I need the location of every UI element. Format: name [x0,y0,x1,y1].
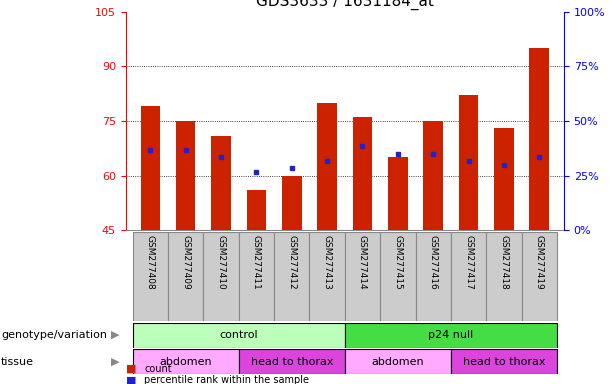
Bar [451,232,486,321]
Text: abdomen: abdomen [371,357,424,367]
Bar [133,232,168,321]
Bar [239,349,345,374]
Text: ■: ■ [126,364,136,374]
Text: GSM277408: GSM277408 [146,235,155,290]
Bar [522,232,557,321]
Text: GSM277410: GSM277410 [216,235,226,290]
Text: p24 null: p24 null [428,330,473,340]
Text: GSM277415: GSM277415 [394,235,402,290]
Bar [352,118,372,230]
Text: GSM277411: GSM277411 [252,235,261,290]
Text: GSM277416: GSM277416 [428,235,438,290]
Bar [494,128,514,230]
Text: ▶: ▶ [111,357,120,367]
Bar [133,349,239,374]
Text: count: count [144,364,172,374]
Bar [451,349,557,374]
Bar [204,232,239,321]
Bar [176,121,196,230]
Bar [168,232,204,321]
Bar [486,232,522,321]
Text: GSM277412: GSM277412 [287,235,296,290]
Bar [282,176,302,230]
Text: GSM277419: GSM277419 [535,235,544,290]
Bar [133,323,345,348]
Bar [424,121,443,230]
Bar [239,232,274,321]
Bar [211,136,231,230]
Bar [310,232,345,321]
Text: GSM277409: GSM277409 [181,235,190,290]
Text: control: control [219,330,258,340]
Text: GSM277417: GSM277417 [464,235,473,290]
Bar [274,232,310,321]
Bar [416,232,451,321]
Bar [318,103,337,230]
Text: GSM277414: GSM277414 [358,235,367,290]
Bar [345,349,451,374]
Text: GSM277413: GSM277413 [322,235,332,290]
Bar [459,95,478,230]
Text: head to thorax: head to thorax [463,357,545,367]
Title: GDS3633 / 1631184_at: GDS3633 / 1631184_at [256,0,434,10]
Bar [345,232,380,321]
Bar [141,106,160,230]
Bar [530,48,549,230]
Bar [246,190,266,230]
Text: ■: ■ [126,375,136,384]
Bar [345,323,557,348]
Text: percentile rank within the sample: percentile rank within the sample [144,375,309,384]
Text: abdomen: abdomen [159,357,212,367]
Text: GSM277418: GSM277418 [500,235,508,290]
Text: tissue: tissue [1,357,34,367]
Bar [388,157,408,230]
Text: head to thorax: head to thorax [251,357,333,367]
Text: genotype/variation: genotype/variation [1,330,107,340]
Bar [380,232,416,321]
Text: ▶: ▶ [111,330,120,340]
